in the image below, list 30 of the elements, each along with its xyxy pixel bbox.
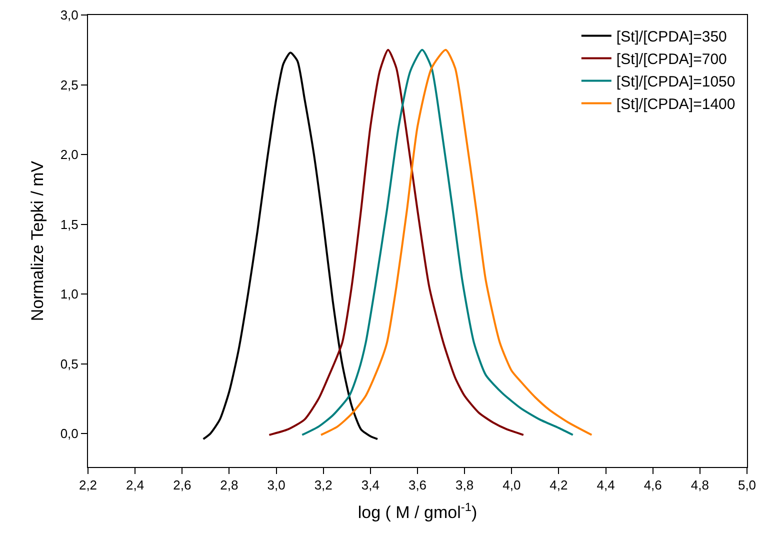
y-tick-label: 2,5 <box>60 77 78 92</box>
x-tick-label: 2,4 <box>126 478 144 493</box>
x-tick-label: 3,8 <box>456 478 474 493</box>
x-tick-label: 2,6 <box>173 478 192 493</box>
x-axis-title: log ( M / gmol$^{-1}$) <box>358 500 478 522</box>
y-tick-label: 0,5 <box>60 356 78 372</box>
x-tick-label: 3,0 <box>267 478 286 493</box>
y-tick-label: 1,0 <box>60 286 78 302</box>
x-tick-label: 5,0 <box>738 478 756 493</box>
y-tick-label: 2,0 <box>60 147 78 162</box>
x-tick-label: 3,2 <box>314 478 332 493</box>
x-tick-label: 4,2 <box>550 478 568 493</box>
y-axis-title: Normalize Tepki / mV <box>28 160 47 322</box>
y-tick-label: 0,0 <box>60 426 78 442</box>
legend-label: [St]/[CPDA]=700 <box>616 51 727 68</box>
x-tick-label: 3,6 <box>408 478 427 493</box>
x-tick-label: 4,8 <box>690 478 709 493</box>
x-tick-label: 2,8 <box>220 478 238 493</box>
y-tick-label: 3,0 <box>60 8 78 23</box>
x-tick-label: 4,0 <box>502 478 521 493</box>
legend-label: [St]/[CPDA]=1050 <box>616 74 736 91</box>
legend-label: [St]/[CPDA]=1400 <box>616 96 736 114</box>
y-tick-label: 1,5 <box>60 216 78 232</box>
x-tick-label: 4,4 <box>596 478 615 493</box>
legend-label: [St]/[CPDA]=350 <box>616 28 727 46</box>
x-tick-label: 2,2 <box>78 478 98 493</box>
x-tick-label: 4,6 <box>644 478 662 493</box>
x-tick-label: 3,4 <box>361 478 380 493</box>
line-series <box>268 48 524 436</box>
line-series <box>202 52 378 440</box>
